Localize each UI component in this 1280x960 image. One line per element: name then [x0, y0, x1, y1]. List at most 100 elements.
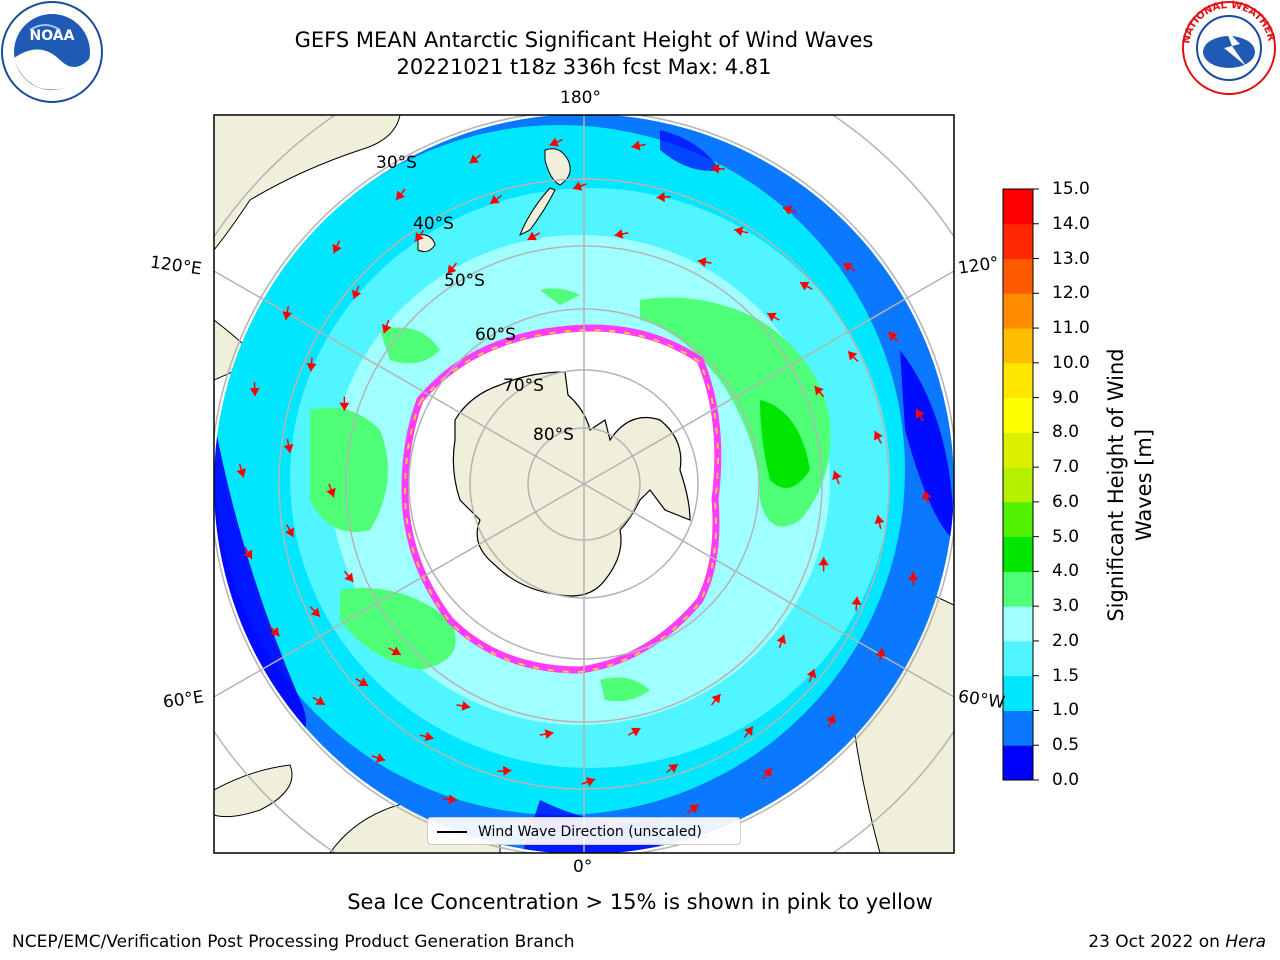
colorbar-tick-label: 0.0: [1052, 770, 1080, 790]
colorbar-label-line1: Significant Height of Wind: [1104, 348, 1128, 622]
wave-arrow-head: [689, 804, 699, 814]
wave-arrow-head: [814, 386, 824, 396]
colorbar-tick-label: 4.0: [1052, 561, 1080, 582]
colorbar-segment: [1003, 189, 1033, 225]
colorbar-tick-label: 12.0: [1052, 283, 1090, 304]
wave-arrow-head: [614, 228, 624, 239]
land-new-zealand-south: [519, 187, 556, 237]
wave-arrow-head: [270, 627, 280, 637]
wave-arrow-head: [344, 572, 354, 582]
wave-arrow-head: [358, 677, 369, 687]
wave-arrow-head: [806, 669, 817, 679]
sea-ice-note: Sea Ice Concentration > 15% is shown in …: [347, 890, 933, 914]
colorbar-segment: [1003, 432, 1033, 468]
wave-arrow-head: [585, 777, 596, 787]
colorbar-tick-label: 1.0: [1052, 700, 1080, 721]
wave-arrow-head: [572, 181, 583, 191]
colorbar-tick-label: 15.0: [1052, 179, 1090, 199]
wave-arrow-head: [249, 387, 260, 397]
lat-label-30s: 30°S: [376, 153, 417, 173]
lat-label-60s: 60°S: [475, 325, 516, 345]
wave-arrow-head: [326, 487, 336, 498]
colorbar-tick-label: 2.0: [1052, 630, 1080, 651]
wave-arrow-head: [306, 362, 317, 372]
wave-arrow-head: [851, 596, 862, 606]
wave-arrow-head: [744, 726, 753, 736]
wave-arrow-head: [668, 764, 678, 773]
colorbar-tick-label: 7.0: [1052, 457, 1080, 478]
wave-arrow-head: [874, 431, 883, 441]
wave-arrow-head: [243, 549, 253, 559]
wave-arrow-head: [375, 753, 386, 763]
colorbar-tick-label: 9.0: [1052, 387, 1080, 408]
wave-arrow-head: [843, 263, 853, 272]
footer-date: 23 Oct 2022 on Hera: [1088, 932, 1266, 952]
colorbar-tick-label: 0.5: [1052, 735, 1080, 756]
colorbar-tick-label: 5.0: [1052, 526, 1080, 547]
wave-arrow-head: [490, 195, 500, 204]
meridian-label-0: 0°: [573, 857, 593, 877]
wave-arrow-head: [310, 607, 320, 617]
colorbar-segment: [1003, 745, 1033, 781]
colorbar-border: [1002, 188, 1034, 781]
wave-arrow-head: [282, 311, 293, 320]
land-tasmania: [417, 234, 436, 253]
legend-label: Wind Wave Direction (unscaled): [478, 824, 702, 840]
land-antarctica: [452, 371, 691, 597]
wave-arrow-head: [469, 154, 479, 164]
colorbar-segment: [1003, 501, 1033, 538]
graticule: [214, 115, 954, 853]
map-area: [214, 115, 954, 853]
colorbar-segment: [1003, 536, 1033, 572]
colorbar-tick-label: 13.0: [1052, 248, 1090, 269]
chart-subtitle: 20221021 t18z 336h fcst Max: 4.81: [396, 55, 772, 79]
colorbar-segment: [1003, 606, 1033, 642]
lat-label-40s: 40°S: [413, 214, 454, 234]
wave-arrow-head: [875, 648, 886, 657]
land-australia-corner: [214, 115, 401, 251]
map-legend: Wind Wave Direction (unscaled): [427, 817, 741, 845]
wave-arrow-head: [832, 470, 842, 481]
wave-arrow-head: [236, 468, 247, 478]
wave-arrow-head: [285, 527, 294, 537]
wave-arrow-head: [762, 767, 772, 778]
land-new-zealand-north: [544, 148, 571, 186]
wave-arrow-head: [315, 696, 325, 705]
colorbar-tick-label: 10.0: [1052, 352, 1090, 373]
colorbar-tick-label: 11.0: [1052, 318, 1090, 339]
legend-line-swatch: [437, 831, 467, 833]
wave-arrow-head: [874, 515, 885, 524]
colorbar-segment: [1003, 467, 1033, 503]
wave-arrow-head: [734, 226, 744, 237]
wave-arrow-head: [818, 557, 829, 566]
wave-arrow-head: [447, 264, 457, 274]
nws-logo-text: NATIONAL WEATHER SERVICE: [0, 0, 1277, 45]
colorbar-tick-label: 14.0: [1052, 213, 1090, 234]
lat-label-80s: 80°S: [533, 425, 574, 445]
colorbar-tick-label: 6.0: [1052, 491, 1080, 512]
wave-arrow-head: [888, 331, 898, 341]
nws-logo: NATIONAL WEATHER SERVICE: [0, 0, 1277, 95]
wind-wave-arrows: [236, 137, 932, 831]
map-frame: [213, 114, 955, 854]
wave-arrow-head: [381, 324, 392, 334]
wave-arrow-head: [448, 794, 458, 805]
wave-arrow-head: [283, 444, 294, 453]
noaa-logo: NOAA: [1, 1, 103, 103]
colorbar-label-line2: Waves [m]: [1132, 428, 1156, 542]
wave-arrow-head: [767, 312, 777, 322]
chart-title: GEFS MEAN Antarctic Significant Height o…: [294, 28, 874, 52]
colorbar-label: Significant Height of Wind Waves [m]: [1102, 305, 1158, 665]
wave-arrow-head: [710, 163, 720, 174]
footer-org: NCEP/EMC/Verification Post Processing Pr…: [12, 932, 575, 952]
wave-arrow-head: [799, 281, 810, 291]
wave-arrow-head: [776, 634, 787, 644]
wave-arrow-head: [630, 727, 641, 737]
colorbar: [1002, 188, 1039, 781]
colorbar-segment: [1003, 362, 1033, 399]
wave-arrow-head: [782, 205, 793, 215]
wave-arrow-head: [527, 231, 538, 241]
meridian-label-180: 180°: [560, 88, 601, 108]
colorbar-tick-label: 3.0: [1052, 596, 1080, 617]
